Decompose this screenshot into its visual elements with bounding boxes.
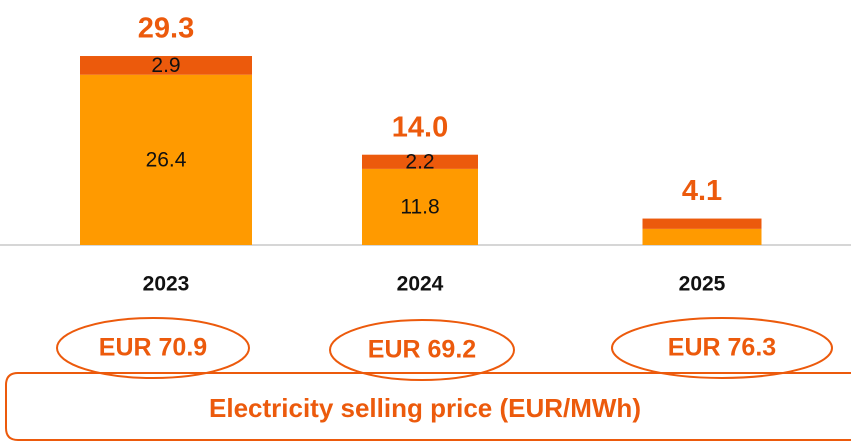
total-label: 14.0	[392, 111, 448, 143]
bar-segment	[362, 168, 478, 245]
caption-box	[5, 372, 851, 441]
x-tick-label: 2024	[397, 273, 444, 296]
price-ellipse	[56, 317, 250, 379]
bar-segment	[642, 228, 762, 245]
segment-label: 11.8	[400, 195, 439, 218]
x-tick-label: 2023	[143, 273, 190, 296]
price-label: EUR 69.2	[368, 336, 476, 364]
price-ellipse	[329, 319, 515, 381]
price-ellipse	[611, 317, 833, 379]
bar-segment	[80, 56, 252, 75]
segment-label: 2.9	[151, 54, 180, 77]
bar-segment	[80, 74, 252, 245]
segment-label: 26.4	[146, 148, 187, 171]
price-label: EUR 70.9	[99, 334, 207, 362]
price-caption: Electricity selling price (EUR/MWh)	[209, 393, 641, 423]
x-tick-label: 2025	[679, 273, 726, 296]
price-label: EUR 76.3	[668, 334, 776, 362]
segment-label: 2.2	[405, 150, 434, 173]
total-label: 4.1	[682, 175, 722, 207]
total-label: 29.3	[138, 13, 194, 45]
bar-segment	[642, 218, 762, 229]
bar-segment	[362, 154, 478, 169]
